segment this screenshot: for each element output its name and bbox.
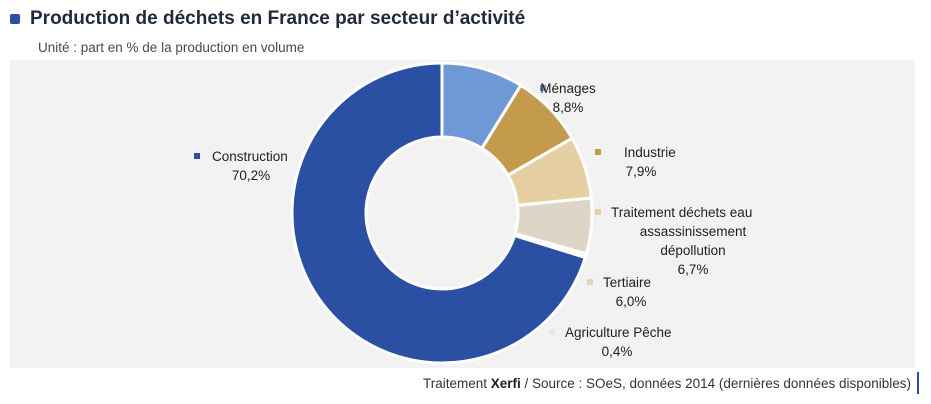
title-marker-icon (10, 14, 20, 24)
value-label: 0,4% (602, 344, 633, 359)
data-label-tertiaire: Tertiaire 6,0% (587, 275, 651, 309)
category-label: Ménages (540, 81, 596, 96)
value-label: 7,9% (626, 164, 657, 179)
source-prefix: Traitement (422, 376, 491, 391)
chart-subtitle: Unité : part en % de la production en vo… (38, 40, 305, 55)
data-label-agriculture-pêche: Agriculture Pêche 0,4% (549, 325, 672, 359)
legend-marker-icon (595, 209, 601, 215)
legend-marker-icon (587, 279, 593, 285)
legend-marker-icon (540, 85, 546, 91)
category-label: Industrie (624, 145, 676, 160)
legend-marker-icon (595, 149, 601, 155)
source-suffix: / Source : SOeS, données 2014 (dernières… (520, 376, 912, 391)
value-label: 8,8% (553, 100, 584, 115)
category-label: assassinissement (640, 224, 747, 239)
category-label: Construction (212, 149, 288, 164)
category-label: Traitement déchets eau (611, 205, 752, 220)
data-label-construction: Construction 70,2% (194, 149, 288, 183)
category-label: Tertiaire (603, 275, 651, 290)
chart-title: Production de déchets en France par sect… (30, 8, 526, 29)
category-label: dépollution (660, 243, 725, 258)
data-label-traitement-déchets-eau-assassinissement-dépollution: Traitement déchets eau assassinissement dé… (595, 205, 752, 277)
category-label: Agriculture Pêche (565, 325, 672, 340)
legend-marker-icon (194, 153, 200, 159)
chart-header: Production de déchets en France par sect… (10, 8, 525, 30)
source-accent-bar (917, 372, 919, 394)
value-label: 6,0% (616, 294, 647, 309)
legend-marker-icon (549, 329, 555, 335)
slice-construction (290, 61, 587, 365)
source-note: Traitement Xerfi / Source : SOeS, donnée… (423, 376, 911, 391)
value-label: 70,2% (232, 168, 270, 183)
data-label-ménages: Ménages 8,8% (540, 81, 596, 115)
source-brand: Xerfi (490, 376, 521, 391)
data-label-industrie: Industrie 7,9% (595, 145, 676, 179)
value-label: 6,7% (678, 262, 709, 277)
